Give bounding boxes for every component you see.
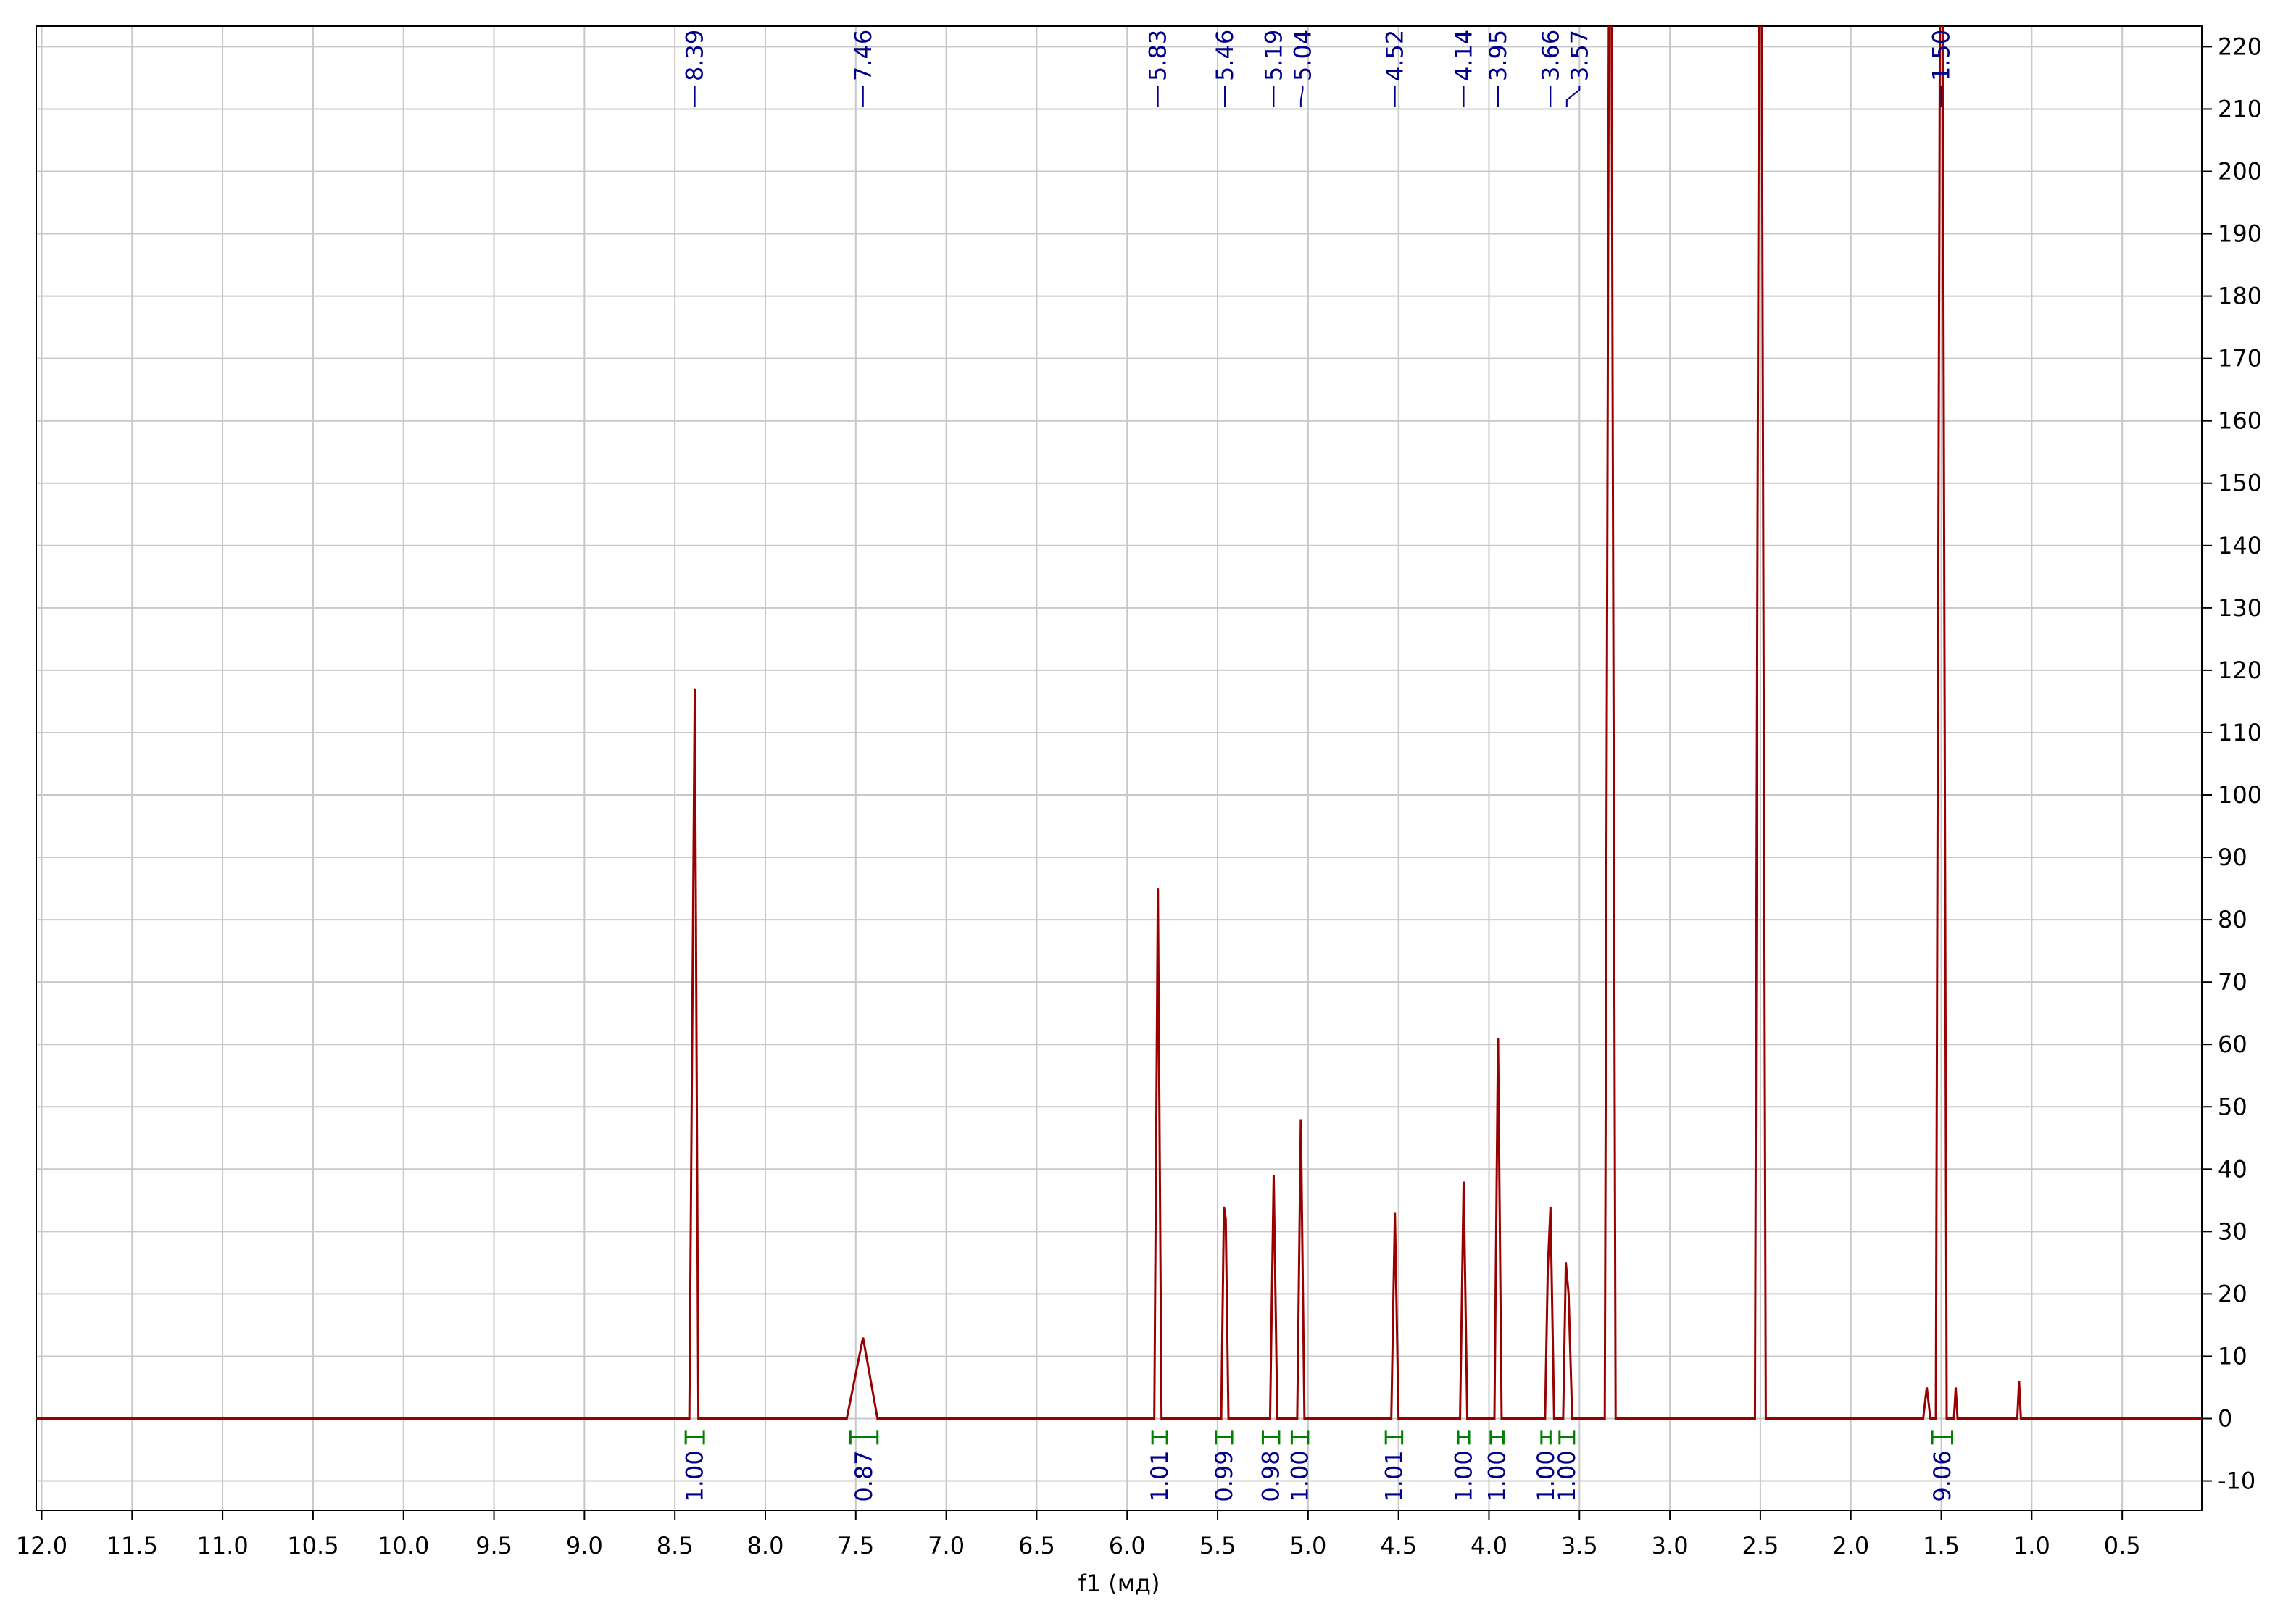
x-tick-label: 3.0 xyxy=(1652,1532,1689,1560)
x-tick-label: 1.5 xyxy=(1923,1532,1960,1560)
y-tick-label: -10 xyxy=(2218,1467,2255,1495)
integral-bracket xyxy=(1290,1430,1310,1445)
x-tick-label: 3.5 xyxy=(1561,1532,1598,1560)
y-tick-label: 10 xyxy=(2218,1342,2247,1370)
integral-label: 1.00 xyxy=(1450,1450,1478,1502)
peak-label: 5.46 xyxy=(1211,30,1239,81)
peak-label: 8.39 xyxy=(681,30,709,81)
peak-label: 4.14 xyxy=(1450,30,1478,81)
integral-bracket xyxy=(1931,1430,1954,1445)
spectrum-line xyxy=(36,26,2202,1420)
peak-label: 7.46 xyxy=(849,30,877,81)
y-tick-label: 50 xyxy=(2218,1093,2247,1120)
y-tick-label: 160 xyxy=(2218,407,2262,435)
x-axis-label: f1 (мд) xyxy=(1078,1570,1160,1597)
peak-label: 4.52 xyxy=(1381,30,1409,81)
integral-bracket xyxy=(1540,1430,1552,1445)
y-tick-label: 210 xyxy=(2218,95,2262,122)
y-tick-label: 90 xyxy=(2218,844,2247,871)
peak-label: 1.50 xyxy=(1928,30,1955,81)
annotations: 12.0 11.5 11.0 10.5 10.0 9.5 9.0 8.5 8.0 7.5 7.0 6.… xyxy=(16,30,2262,1560)
x-tick-label: 7.5 xyxy=(837,1532,874,1560)
integral-label: 0.87 xyxy=(850,1450,878,1502)
x-tick-label: 4.5 xyxy=(1380,1532,1417,1560)
x-tick-label: 8.0 xyxy=(747,1532,784,1560)
x-tick-label: 8.5 xyxy=(657,1532,694,1560)
integral-label: 1.00 xyxy=(1484,1450,1511,1502)
peak-marker xyxy=(1299,86,1304,107)
y-tick-label: 0 xyxy=(2218,1405,2232,1433)
y-tick-label: 190 xyxy=(2218,220,2262,248)
x-tick-label: 9.5 xyxy=(475,1532,512,1560)
y-tick-label: 20 xyxy=(2218,1280,2247,1307)
y-tick-label: 40 xyxy=(2218,1155,2247,1183)
integral-bracket xyxy=(684,1430,705,1445)
peak-label: 5.19 xyxy=(1260,30,1287,81)
integral-label: 0.99 xyxy=(1210,1450,1238,1502)
integral-bracket xyxy=(1558,1430,1576,1445)
integral-label: 0.98 xyxy=(1257,1450,1285,1502)
integral-bracket xyxy=(1384,1430,1404,1445)
x-tick-label: 12.0 xyxy=(16,1532,67,1560)
y-tick-label: 220 xyxy=(2218,33,2262,60)
x-tick-label: 5.5 xyxy=(1199,1532,1236,1560)
y-tick-label: 140 xyxy=(2218,532,2262,559)
y-tick-label: 30 xyxy=(2218,1217,2247,1245)
plot-frame xyxy=(36,25,2203,1511)
integral-label: 9.06 xyxy=(1929,1450,1956,1502)
grid xyxy=(36,26,2202,1510)
y-tick-label: 200 xyxy=(2218,157,2262,185)
integral-label: 1.01 xyxy=(1380,1450,1407,1502)
integral-bracket xyxy=(1261,1430,1281,1445)
integral-label: 1.01 xyxy=(1146,1450,1173,1502)
peak-label: 5.04 xyxy=(1289,30,1316,81)
plot-area xyxy=(36,26,2202,1420)
x-tick-label: 7.0 xyxy=(928,1532,965,1560)
y-tick-label: 150 xyxy=(2218,470,2262,497)
y-tick-label: 80 xyxy=(2218,906,2247,933)
x-tick-label: 2.5 xyxy=(1742,1532,1779,1560)
integral-bracket xyxy=(849,1430,879,1445)
peak-label: 3.57 xyxy=(1565,30,1593,81)
integral-label: 1.00 xyxy=(1286,1450,1314,1502)
x-tick-label: 11.5 xyxy=(107,1532,158,1560)
y-tick-label: 60 xyxy=(2218,1030,2247,1058)
y-tick-label: 120 xyxy=(2218,657,2262,684)
y-tick-label: 110 xyxy=(2218,719,2262,746)
peak-label: 3.95 xyxy=(1484,30,1512,81)
x-tick-label: 5.0 xyxy=(1289,1532,1326,1560)
integral-bracket xyxy=(1151,1430,1168,1445)
x-tick-label: 0.5 xyxy=(2104,1532,2141,1560)
integral-bracket xyxy=(1489,1430,1505,1445)
peak-label: 5.83 xyxy=(1144,30,1172,81)
integral-bracket xyxy=(1457,1430,1471,1445)
y-tick-label: 100 xyxy=(2218,781,2262,809)
integral-bracket xyxy=(1215,1430,1234,1445)
peak-label: 3.66 xyxy=(1536,30,1564,81)
x-tick-label: 10.0 xyxy=(378,1532,429,1560)
x-tick-label: 11.0 xyxy=(196,1532,248,1560)
y-tick-label: 170 xyxy=(2218,345,2262,372)
peak-marker xyxy=(1565,86,1581,107)
x-tick-label: 6.0 xyxy=(1109,1532,1146,1560)
x-tick-label: 9.0 xyxy=(566,1532,603,1560)
x-tick-label: 10.5 xyxy=(287,1532,338,1560)
y-tick-label: 180 xyxy=(2218,283,2262,310)
x-tick-label: 1.0 xyxy=(2013,1532,2050,1560)
integral-label: 1.00 xyxy=(1553,1450,1581,1502)
y-tick-label: 130 xyxy=(2218,594,2262,622)
y-tick-label: 70 xyxy=(2218,968,2247,996)
integral-label: 1.00 xyxy=(681,1450,709,1502)
x-tick-label: 2.0 xyxy=(1832,1532,1869,1560)
x-tick-label: 4.0 xyxy=(1471,1532,1507,1560)
x-tick-label: 6.5 xyxy=(1018,1532,1055,1560)
integral-label: 1.00 xyxy=(1532,1450,1560,1502)
